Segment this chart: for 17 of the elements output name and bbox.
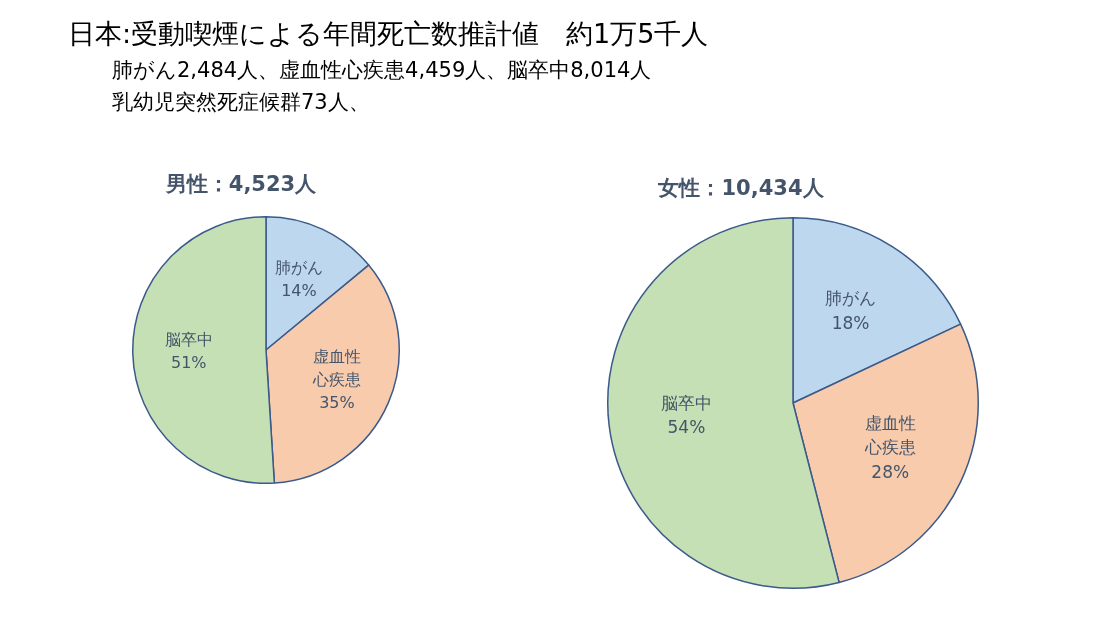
data-label: 18% — [831, 313, 870, 334]
data-label: 14% — [281, 280, 317, 300]
chart-title: 女性：10,434人 — [657, 175, 825, 202]
slice-label: 脳卒中 — [660, 392, 712, 413]
data-label: 28% — [871, 461, 910, 482]
data-label: 35% — [319, 393, 355, 413]
data-label: 54% — [667, 417, 706, 438]
slice-label: 虚血性心疾患 — [311, 346, 361, 389]
slice-label: 虚血性心疾患 — [863, 412, 916, 458]
text: 日本:受動喫煙による年間死亡数推計値 約1万5千人 — [68, 17, 709, 51]
text: 肺がん2,484人、虚血性心疾患4,459人、脳卒中8,014人 — [112, 57, 653, 84]
chart-title: 男性：4,523人 — [164, 171, 318, 198]
slice-label: 脳卒中 — [164, 329, 213, 349]
text: 乳幼児突然死症候群73人、 — [112, 89, 371, 116]
slice-label: 肺がん — [825, 288, 877, 309]
slice-label: 肺がん — [274, 257, 323, 277]
data-label: 51% — [170, 353, 207, 373]
